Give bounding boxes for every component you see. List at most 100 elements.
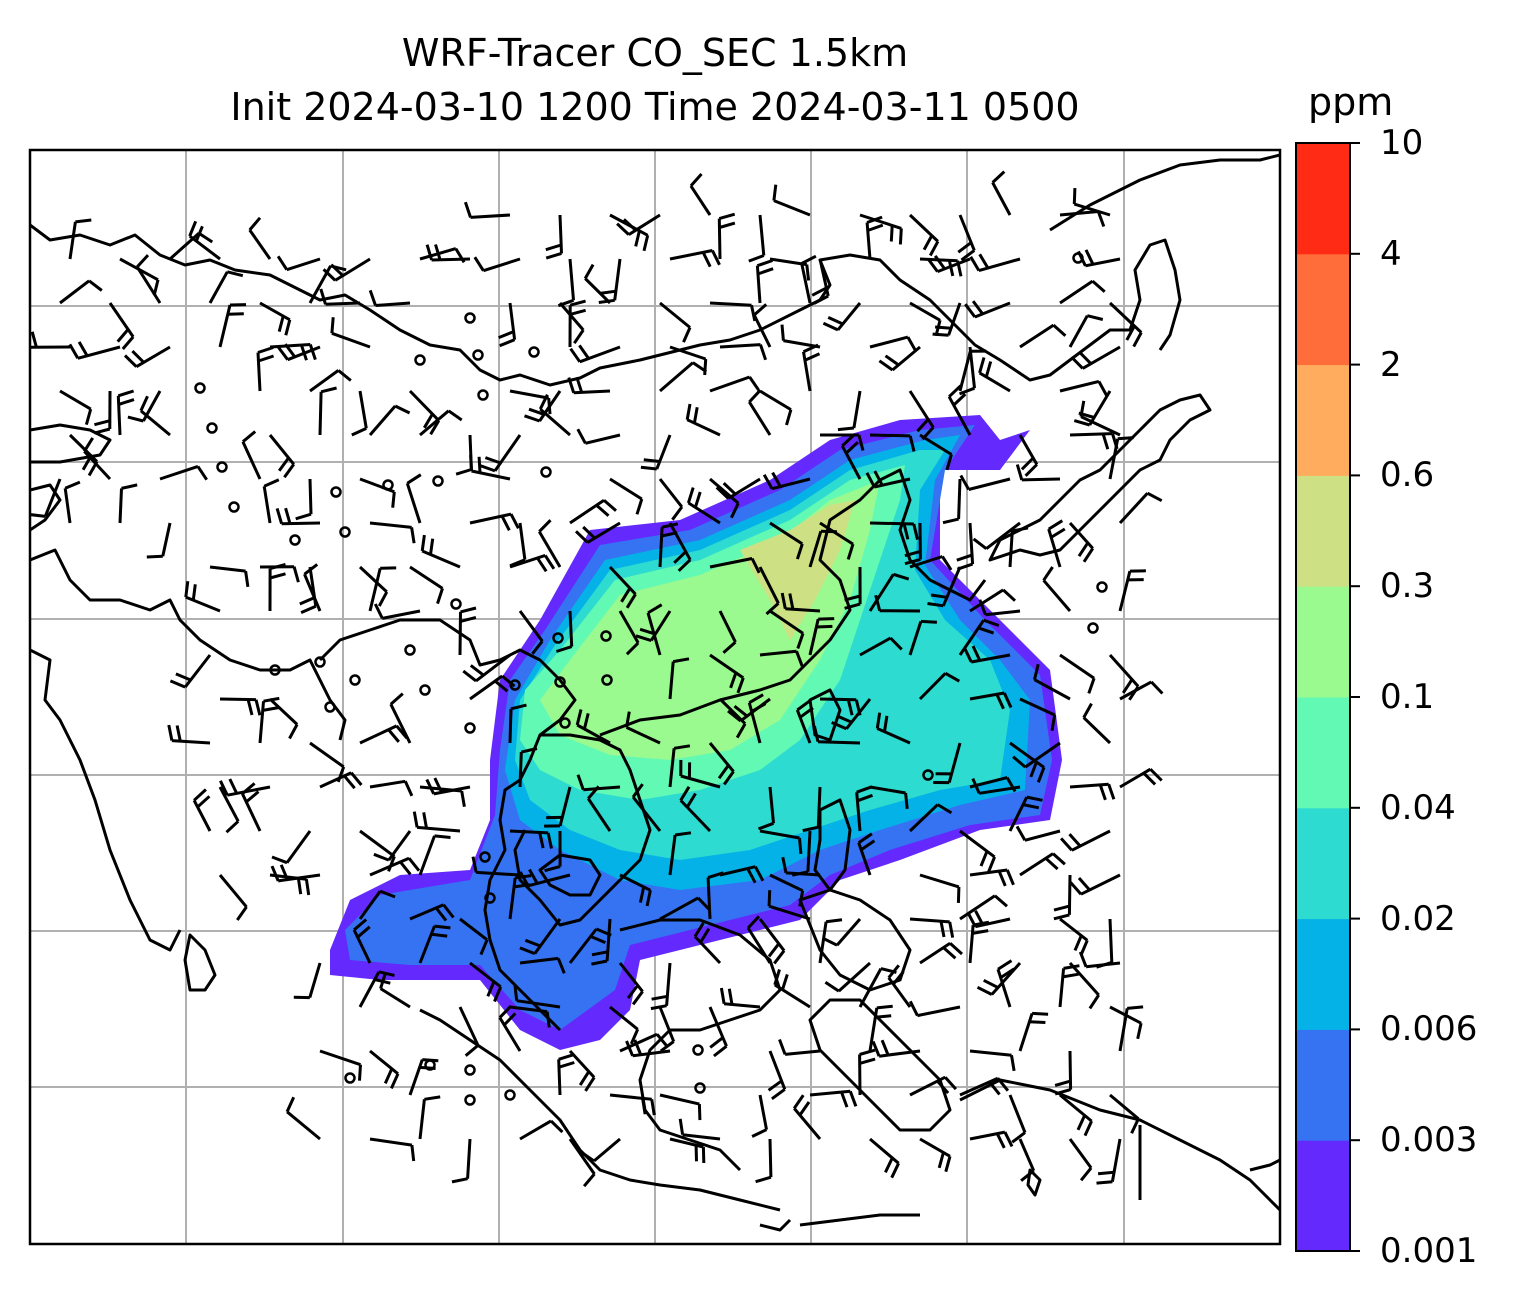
wind-barb-shaft (192, 799, 212, 832)
wind-barb-shaft (227, 785, 271, 797)
wind-barb-shaft (868, 1007, 879, 1052)
calm-wind-circle (432, 475, 444, 487)
wind-barb-shaft (318, 391, 323, 436)
wind-barb-shaft (358, 565, 388, 593)
wind-barb-flag (757, 821, 775, 831)
wind-barb-flag (785, 409, 793, 426)
wind-barb-shaft (558, 302, 585, 331)
wind-barb-shaft (218, 304, 232, 348)
wind-barb-flag (693, 922, 705, 938)
wind-barb-flag (788, 593, 795, 610)
wind-barb-flag (856, 793, 874, 803)
wind-barb-flag (425, 244, 434, 261)
wind-barb-shaft (358, 390, 368, 429)
wind-barb-flag (1033, 663, 1040, 681)
wind-barb-shaft (375, 301, 411, 307)
wind-barb-shaft (389, 703, 412, 744)
wind-barb-flag (555, 645, 573, 653)
wind-barb-flag (798, 1101, 811, 1116)
wind-barb-flag (944, 671, 961, 683)
wind-barb-shaft (475, 653, 511, 683)
wind-barb-flag (730, 502, 740, 519)
wind-barb-flag (139, 395, 149, 412)
wind-barb-flag (906, 336, 918, 352)
wind-barb-flag (1047, 519, 1064, 531)
wind-barb-shaft (845, 698, 872, 730)
wind-barb-shaft (758, 566, 780, 604)
wind-barb-shaft (818, 258, 830, 297)
wind-barb-flag (622, 218, 637, 232)
wind-barb-flag (904, 549, 921, 558)
wind-barb-flag (979, 850, 989, 867)
wind-barb-flag (451, 1177, 468, 1184)
wind-barb-shaft (469, 512, 512, 525)
wind-barb-flag (811, 286, 828, 297)
wind-barb-flag (645, 889, 652, 907)
wind-barb-flag (519, 946, 536, 956)
wind-barb-shaft (469, 674, 504, 701)
wind-barb-flag (902, 523, 910, 540)
wind-barb-flag (711, 249, 721, 266)
wind-barb-shaft (836, 302, 862, 331)
wind-barb-shaft (1108, 301, 1143, 334)
wind-barb-flag (859, 1057, 876, 1065)
wind-barb-shaft (806, 830, 812, 872)
wind-barb-shaft (608, 565, 637, 596)
colorbar-bin (1296, 253, 1350, 366)
wind-barb-flag (767, 942, 780, 958)
wind-barb-flag (350, 771, 363, 786)
wind-barb-flag (892, 970, 905, 986)
wind-barb-shaft (968, 924, 975, 964)
wind-barb-flag (701, 251, 712, 268)
wind-barb-flag (1107, 783, 1116, 800)
wind-barb-shaft (855, 792, 862, 832)
wind-barb-shaft (1024, 741, 1061, 769)
wind-barb-flag (1070, 355, 1084, 370)
wind-barb-flag (1015, 464, 1024, 481)
colorbar-tick-label: 0.04 (1380, 787, 1456, 828)
wind-barb-shaft (679, 799, 712, 833)
wind-barb-flag (422, 812, 428, 829)
wind-barb-shaft (1080, 415, 1121, 437)
wind-barb-shaft (1110, 1138, 1122, 1182)
wind-barb-flag (463, 201, 472, 218)
wind-barb-shaft (769, 873, 804, 893)
wind-barb-flag (575, 376, 584, 393)
wind-barb-flag (169, 679, 186, 689)
wind-barb-shaft (618, 962, 644, 993)
wind-barb-shaft (795, 709, 812, 744)
colorbar-bin (1296, 143, 1350, 255)
wind-barb-flag (528, 868, 539, 885)
wind-barb-flag (1149, 768, 1163, 782)
wind-barb-flag (719, 987, 726, 1005)
wind-barb-flag (558, 1053, 575, 1061)
calm-wind-circle (464, 1064, 476, 1076)
wind-barb-flag (88, 279, 103, 292)
wind-barb-flag (1010, 1054, 1016, 1072)
wind-barb-shaft (958, 350, 972, 392)
colorbar-tick-label: 0.003 (1380, 1120, 1478, 1161)
wind-barb-flag (1063, 964, 1080, 970)
wind-barb-shaft (286, 257, 321, 272)
wind-barb-shaft (286, 1110, 321, 1141)
wind-barb-flag (948, 384, 962, 398)
wind-barb-shaft (919, 873, 960, 889)
wind-barb-shaft (659, 361, 694, 393)
wind-barb-flag (1136, 1022, 1143, 1040)
wind-barb-shaft (785, 607, 821, 613)
wind-barb-flag (916, 418, 930, 433)
wind-barb-flag (520, 747, 538, 754)
wind-barb-flag (544, 865, 561, 873)
wind-barb-flag (887, 964, 900, 979)
wind-barb-shaft (135, 266, 162, 304)
wind-barb-flag (642, 234, 650, 252)
wind-barb-shaft (609, 1093, 652, 1101)
wind-barb-flag (433, 777, 444, 794)
calm-wind-circle (1096, 581, 1108, 593)
wind-barb-shaft (579, 345, 621, 364)
wind-barb-flag (860, 839, 876, 852)
wind-barb-shaft (619, 873, 652, 892)
wind-barb-flag (245, 790, 260, 804)
wind-barb-flag (275, 507, 284, 525)
wind-barb-flag (948, 921, 955, 938)
